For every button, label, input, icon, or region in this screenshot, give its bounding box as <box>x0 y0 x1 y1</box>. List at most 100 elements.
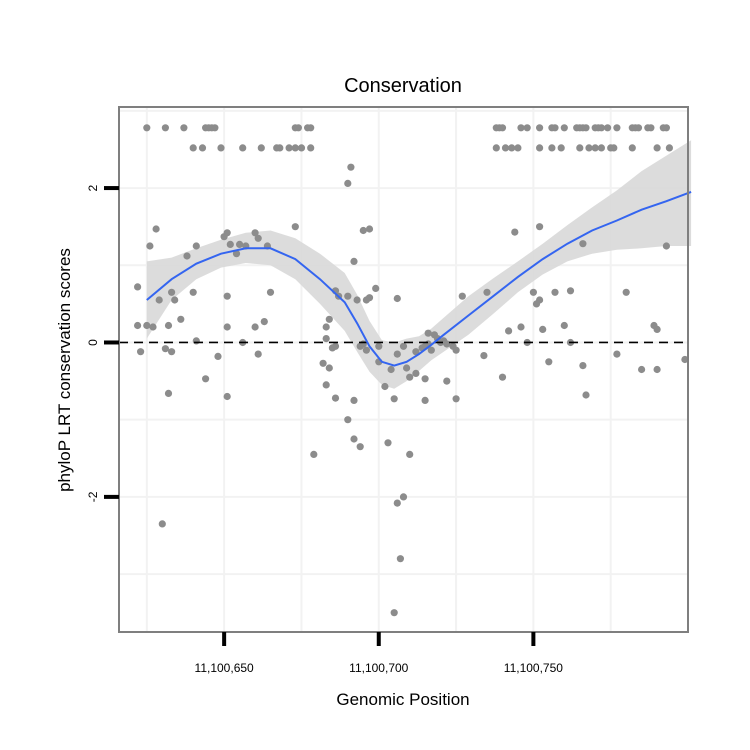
data-point <box>508 144 516 152</box>
data-point <box>198 144 207 152</box>
data-point <box>177 315 185 323</box>
data-point <box>387 365 395 374</box>
data-point <box>192 242 200 250</box>
data-point <box>393 350 401 358</box>
data-point <box>325 364 333 372</box>
data-point <box>164 321 173 330</box>
data-point <box>421 375 429 383</box>
data-point <box>161 124 169 132</box>
data-point <box>266 288 275 296</box>
data-point <box>613 350 621 358</box>
data-point <box>634 124 643 132</box>
chart-title: Conservation <box>344 75 462 97</box>
data-point <box>254 350 262 358</box>
data-point <box>164 389 173 397</box>
data-point <box>452 395 460 403</box>
y-tick-label: -2 <box>86 491 100 502</box>
data-point <box>356 443 364 451</box>
data-point <box>421 396 429 404</box>
data-point <box>443 377 451 385</box>
smooth-line <box>146 190 692 367</box>
data-point <box>152 225 160 233</box>
data-point <box>412 369 420 377</box>
data-point <box>359 226 367 235</box>
data-point <box>350 257 358 265</box>
data-point <box>536 223 544 231</box>
data-point <box>365 225 374 233</box>
data-point <box>220 233 228 241</box>
data-point <box>665 144 674 152</box>
data-point <box>362 346 370 354</box>
data-point <box>223 292 231 300</box>
x-tick-label: 11,100,650 <box>195 661 254 675</box>
data-point <box>610 144 618 152</box>
data-point <box>322 335 330 343</box>
data-point <box>146 242 154 250</box>
data-point <box>613 124 621 132</box>
data-point <box>217 144 225 152</box>
data-point <box>393 294 401 303</box>
data-point <box>390 609 398 617</box>
data-point <box>236 240 244 248</box>
data-point <box>480 352 488 360</box>
data-point <box>310 450 318 458</box>
data-point <box>331 394 340 402</box>
data-point <box>344 416 352 424</box>
data-point <box>622 288 630 296</box>
confidence-ribbon-layer <box>146 140 692 389</box>
data-point <box>545 358 553 366</box>
data-point <box>171 296 179 304</box>
data-point <box>523 124 531 132</box>
data-point <box>597 124 606 132</box>
data-point <box>353 296 361 304</box>
data-point <box>223 323 231 331</box>
data-point <box>653 365 661 374</box>
x-axis: 11,100,650 11,100,700 11,100,750 <box>195 632 563 675</box>
data-point <box>406 373 414 381</box>
data-point <box>532 300 541 308</box>
smooth-line-layer <box>146 190 692 367</box>
data-point <box>662 242 671 250</box>
data-point <box>223 392 231 401</box>
data-point <box>232 250 241 258</box>
data-point <box>548 144 556 152</box>
data-point <box>492 144 500 152</box>
data-point <box>582 124 590 132</box>
data-point <box>576 144 584 152</box>
data-point <box>322 381 330 389</box>
data-point <box>202 375 210 383</box>
data-point <box>251 229 259 237</box>
data-point <box>647 124 655 132</box>
data-point <box>628 144 636 152</box>
points-layer <box>134 124 689 617</box>
data-point <box>155 296 163 304</box>
data-point <box>226 240 234 248</box>
data-point <box>452 346 460 354</box>
data-point <box>365 294 374 302</box>
data-point <box>260 318 268 326</box>
data-point <box>384 439 392 447</box>
data-point <box>137 348 145 356</box>
data-point <box>396 555 404 563</box>
y-tick-label: 2 <box>86 184 100 191</box>
data-point <box>579 362 587 370</box>
data-point <box>443 340 451 348</box>
data-point <box>189 144 197 152</box>
y-axis-label: phyloP LRT conservation scores <box>55 248 74 492</box>
data-point <box>406 450 414 458</box>
data-point <box>168 288 176 296</box>
data-point <box>498 373 507 381</box>
data-point <box>536 144 544 152</box>
data-point <box>597 144 606 152</box>
data-point <box>536 124 544 132</box>
data-point <box>653 325 661 333</box>
data-point <box>653 144 661 152</box>
confidence-ribbon <box>146 140 692 389</box>
data-point <box>551 288 559 296</box>
data-point <box>347 163 355 171</box>
data-point <box>638 365 646 374</box>
data-point <box>403 364 411 372</box>
data-point <box>291 144 299 152</box>
data-point <box>254 234 262 242</box>
